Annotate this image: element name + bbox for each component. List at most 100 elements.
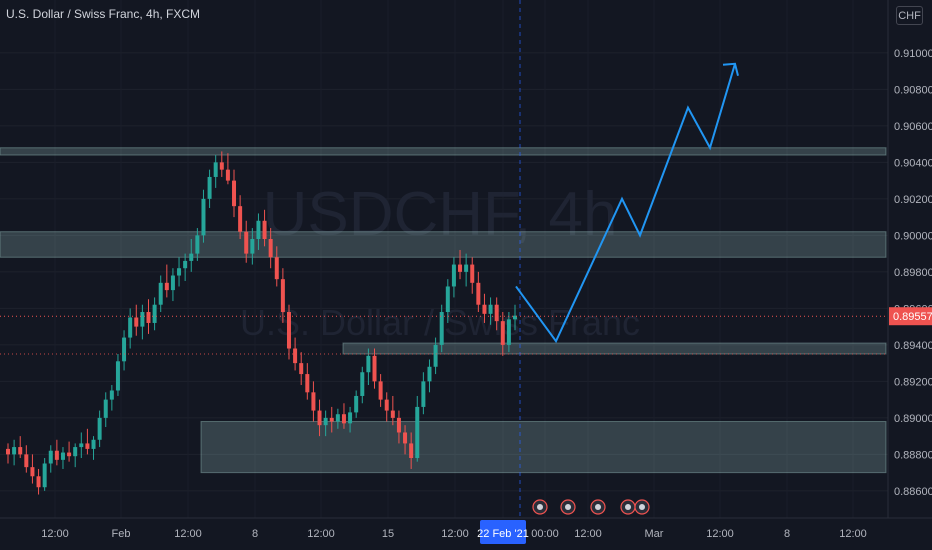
time-tick-label: Feb (112, 528, 131, 540)
candle-body (360, 372, 365, 396)
candle-body (189, 253, 194, 261)
candle-body (433, 344, 438, 367)
candle-body (213, 162, 218, 177)
time-tick-label: 12:00 (574, 528, 602, 540)
time-axis[interactable] (0, 518, 888, 550)
price-tick-label: 0.90800 (894, 84, 932, 96)
candle-body (103, 399, 108, 418)
candle-body (329, 417, 334, 422)
candle-body (341, 414, 346, 424)
candle-body (60, 452, 65, 460)
candle-body (354, 395, 359, 413)
candle-body (67, 452, 72, 457)
symbol-legend[interactable]: U.S. Dollar / Swiss Franc, 4h, FXCM (6, 7, 201, 21)
price-tick-label: 0.90000 (894, 230, 932, 242)
price-tick-label: 0.88600 (894, 486, 932, 498)
time-tick-label: 12:00 (41, 528, 69, 540)
candle-body (134, 317, 139, 327)
price-tick-label: 0.91000 (894, 48, 932, 60)
candle-body (30, 467, 35, 477)
candle-body (262, 220, 267, 240)
candle-body (256, 220, 261, 240)
candle-body (164, 282, 169, 291)
candle-body (207, 176, 212, 199)
candle-body (488, 304, 493, 314)
candle-body (494, 304, 499, 322)
candle-body (348, 412, 353, 424)
candle-body (268, 239, 273, 258)
candle-body (146, 312, 151, 323)
zones-layer (0, 147, 887, 474)
candle-body (115, 361, 120, 391)
time-tick-label: Mar (645, 528, 664, 540)
candle-body (18, 447, 23, 455)
candle-body (451, 264, 456, 287)
sr-zone (200, 421, 887, 474)
candle-body (366, 355, 371, 373)
candle-body (152, 304, 157, 323)
time-tick-label: 12:00 (441, 528, 469, 540)
candle-body (42, 463, 47, 488)
candle-body (390, 410, 395, 418)
candle-body (445, 286, 450, 313)
candle-body (470, 264, 475, 283)
candle-body (183, 260, 188, 269)
projection-arrowhead (722, 62, 739, 77)
candle-body (73, 447, 78, 457)
economic-events[interactable] (532, 499, 650, 515)
event-flag-dot (565, 504, 571, 510)
candle-body (378, 381, 383, 400)
candle-body (195, 235, 200, 254)
candle-body (427, 366, 432, 382)
candle-body (140, 312, 145, 327)
price-tag-label: 0.89557 (893, 311, 932, 323)
currency-button[interactable]: CHF (896, 6, 923, 25)
candle-body (311, 392, 316, 411)
candle-body (396, 417, 401, 433)
candle-body (415, 406, 420, 459)
candle-body (79, 443, 84, 448)
price-tick-label: 0.90600 (894, 121, 932, 133)
candle-body (232, 180, 237, 207)
candle-body (464, 264, 469, 272)
candle-body (85, 443, 90, 449)
crosshair-time-label: 22 Feb '21 (477, 528, 529, 540)
candle-body (238, 206, 243, 232)
current-price-tag: 0.89557 (889, 307, 932, 326)
time-tick-label: 15 (382, 528, 394, 540)
candle-body (439, 312, 444, 345)
candle-body (323, 417, 328, 426)
price-axis-ticks: 0.91000 0.90800 0.90600 0.90400 0.90200 0.900… (894, 48, 932, 498)
projection-path[interactable] (515, 63, 736, 344)
candle-body (225, 169, 230, 181)
candle-body (286, 312, 291, 349)
event-flag-dot (639, 504, 645, 510)
candle-body (372, 355, 377, 382)
candle-body (12, 447, 17, 455)
sr-zone (0, 231, 887, 258)
watermark-line1: USDCHF, 4h (263, 180, 618, 249)
candle-body (274, 257, 279, 280)
time-tick-label: 00:00 (531, 528, 559, 540)
candle-body (409, 443, 414, 459)
candles-layer (6, 151, 517, 495)
price-tick-label: 0.89000 (894, 413, 932, 425)
price-tag-bg (889, 307, 932, 326)
candle-body (91, 439, 96, 449)
candle-body (513, 315, 517, 320)
candle-body (482, 304, 487, 314)
candle-body (305, 374, 310, 393)
candle-body (293, 348, 298, 364)
candle-body (403, 432, 408, 444)
price-tick-label: 0.90400 (894, 157, 932, 169)
candle-body (54, 450, 59, 460)
price-axis[interactable] (888, 0, 932, 518)
price-tick-label: 0.90200 (894, 194, 932, 206)
price-tick-label: 0.89800 (894, 267, 932, 279)
candle-body (36, 476, 41, 488)
candle-body (24, 454, 29, 468)
time-tick-label: 12:00 (307, 528, 335, 540)
candle-body (6, 448, 10, 455)
candle-body (421, 381, 426, 407)
